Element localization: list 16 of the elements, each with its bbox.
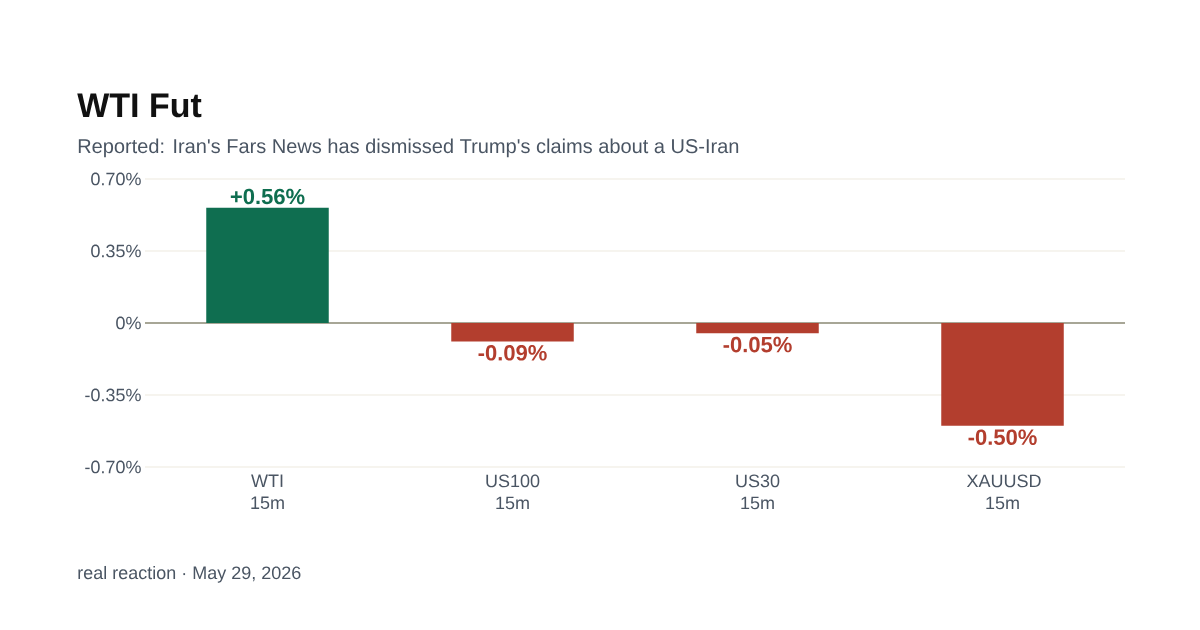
y-tick-label: -0.70% (85, 460, 141, 474)
data-label: -0.05% (723, 336, 792, 353)
y-tick-label: -0.35% (85, 388, 141, 402)
x-tick-label: XAUUSD 15m (966, 474, 1041, 510)
x-tick-label: US100 15m (486, 474, 540, 510)
x-tick-label: US30 15m (736, 474, 780, 510)
y-tick-label: 0% (116, 316, 141, 330)
y-tick-label: 0.70% (91, 172, 141, 186)
text: real reaction · May 29, 2026 (78, 565, 301, 583)
chart-subtitle: Reported: Iran's Fars News has dismissed Trump's claims about a US-Iran (78, 138, 739, 158)
data-label: -0.09% (478, 345, 547, 361)
chart-title: WTI Fut (77, 93, 202, 118)
data-label: -0.50% (968, 429, 1037, 445)
x-tick-label: WTI 15m (251, 474, 284, 510)
data-label: +0.56% (230, 188, 305, 205)
y-tick-label: 0.35% (91, 244, 141, 258)
